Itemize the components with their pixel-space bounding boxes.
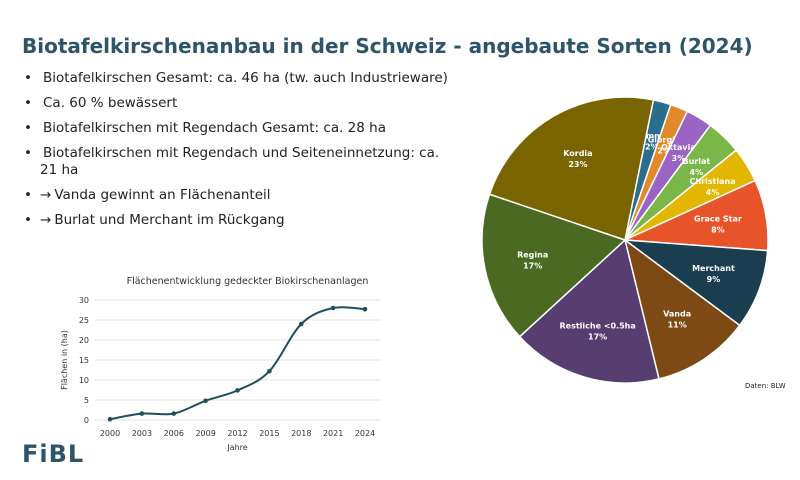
bullet-text: Biotafelkirschen mit Regendach und Seite…	[40, 145, 440, 178]
pie-chart: Summit2%Giorgia2%Oktavia3%Burlat4%Christ…	[481, 96, 769, 384]
x-tick-label: 2018	[291, 429, 311, 438]
pie-slice	[623, 238, 741, 380]
y-tick-label: 25	[79, 316, 89, 325]
slice-value-label: 4%	[706, 188, 720, 197]
slice-value-label: 3%	[672, 154, 686, 163]
pie-slice	[622, 239, 769, 327]
y-tick-label: 15	[79, 356, 89, 365]
y-tick-label: 0	[84, 416, 89, 425]
data-point	[171, 411, 177, 416]
arrow-icon: →	[40, 212, 52, 228]
bullet-item: →Burlat und Merchant im Rückgang	[22, 212, 452, 229]
bullet-text: Biotafelkirschen mit Regendach Gesamt: c…	[43, 120, 386, 136]
slice-value-label: 8%	[711, 225, 725, 234]
slice-value-label: 17%	[523, 262, 542, 271]
pie-slice	[488, 96, 655, 241]
line-chart: Flächenentwicklung gedeckter Biokirschen…	[60, 276, 380, 452]
bullet-text: Biotafelkirschen Gesamt: ca. 46 ha (tw. …	[43, 70, 448, 86]
slice-label: Grace Star	[694, 214, 742, 223]
x-tick-label: 2012	[227, 429, 247, 438]
x-axis-label: Jahre	[226, 443, 247, 452]
bullet-list: Biotafelkirschen Gesamt: ca. 46 ha (tw. …	[22, 70, 452, 237]
x-tick-label: 2015	[259, 429, 279, 438]
pie-slice	[518, 238, 660, 384]
data-point	[203, 398, 208, 404]
slice-value-label: 11%	[668, 321, 687, 330]
y-axis-label: Flächen in (ha)	[60, 330, 69, 390]
y-tick-label: 5	[84, 396, 89, 405]
data-point	[267, 368, 272, 374]
fibl-logo: FiBL	[22, 440, 85, 468]
data-point	[330, 305, 336, 311]
slice-value-label: 9%	[707, 275, 721, 284]
slice-label: Oktavia	[661, 143, 696, 152]
bullet-item: →Vanda gewinnt an Flächenanteil	[22, 187, 452, 204]
data-point	[107, 416, 113, 422]
bullet-item: Ca. 60 % bewässert	[22, 95, 452, 112]
series-line	[109, 306, 366, 421]
data-point	[235, 388, 240, 393]
arrow-icon: →	[40, 187, 52, 203]
slice-value-label: 17%	[588, 332, 607, 341]
slice-label: Burlat	[682, 157, 710, 166]
bullet-item: Biotafelkirschen mit Regendach Gesamt: c…	[22, 120, 452, 137]
bullet-text: Burlat und Merchant im Rückgang	[54, 212, 285, 228]
slice-value-label: 4%	[690, 168, 704, 177]
slice-label: Summit	[634, 132, 669, 141]
x-tick-label: 2024	[355, 429, 375, 438]
slice-label: Vanda	[663, 310, 691, 319]
slice-label: Regina	[517, 251, 548, 260]
slice-label: Restliche <0.5ha	[559, 321, 635, 330]
pie-slice	[481, 193, 627, 338]
slice-label: Kordia	[563, 149, 592, 158]
slice-label: Giorgia	[648, 136, 681, 145]
x-tick-label: 2006	[164, 429, 184, 438]
chart-title: Flächenentwicklung gedeckter Biokirschen…	[127, 276, 369, 287]
bullet-text: Ca. 60 % bewässert	[43, 95, 178, 111]
x-tick-label: 2000	[100, 429, 120, 438]
bullet-item: Biotafelkirschen mit Regendach und Seite…	[22, 145, 452, 179]
slice-label: Merchant	[692, 264, 735, 273]
data-source: Daten: BLW	[745, 382, 786, 390]
slice-value-label: 2%	[657, 147, 671, 156]
slice-value-label: 23%	[568, 160, 587, 169]
slice-value-label: 2%	[645, 143, 659, 152]
y-tick-label: 30	[79, 296, 89, 305]
data-point	[362, 306, 368, 312]
bullet-item: Biotafelkirschen Gesamt: ca. 46 ha (tw. …	[22, 70, 452, 87]
x-tick-label: 2021	[323, 429, 343, 438]
slide-title: Biotafelkirschenanbau in der Schweiz - a…	[22, 34, 753, 58]
data-point	[139, 411, 145, 416]
x-tick-label: 2009	[195, 429, 215, 438]
data-point	[298, 321, 304, 327]
y-tick-label: 20	[79, 336, 89, 345]
y-tick-label: 10	[79, 376, 89, 385]
x-tick-label: 2003	[132, 429, 152, 438]
slice-label: Christiana	[690, 177, 736, 186]
bullet-text: Vanda gewinnt an Flächenanteil	[54, 187, 271, 203]
